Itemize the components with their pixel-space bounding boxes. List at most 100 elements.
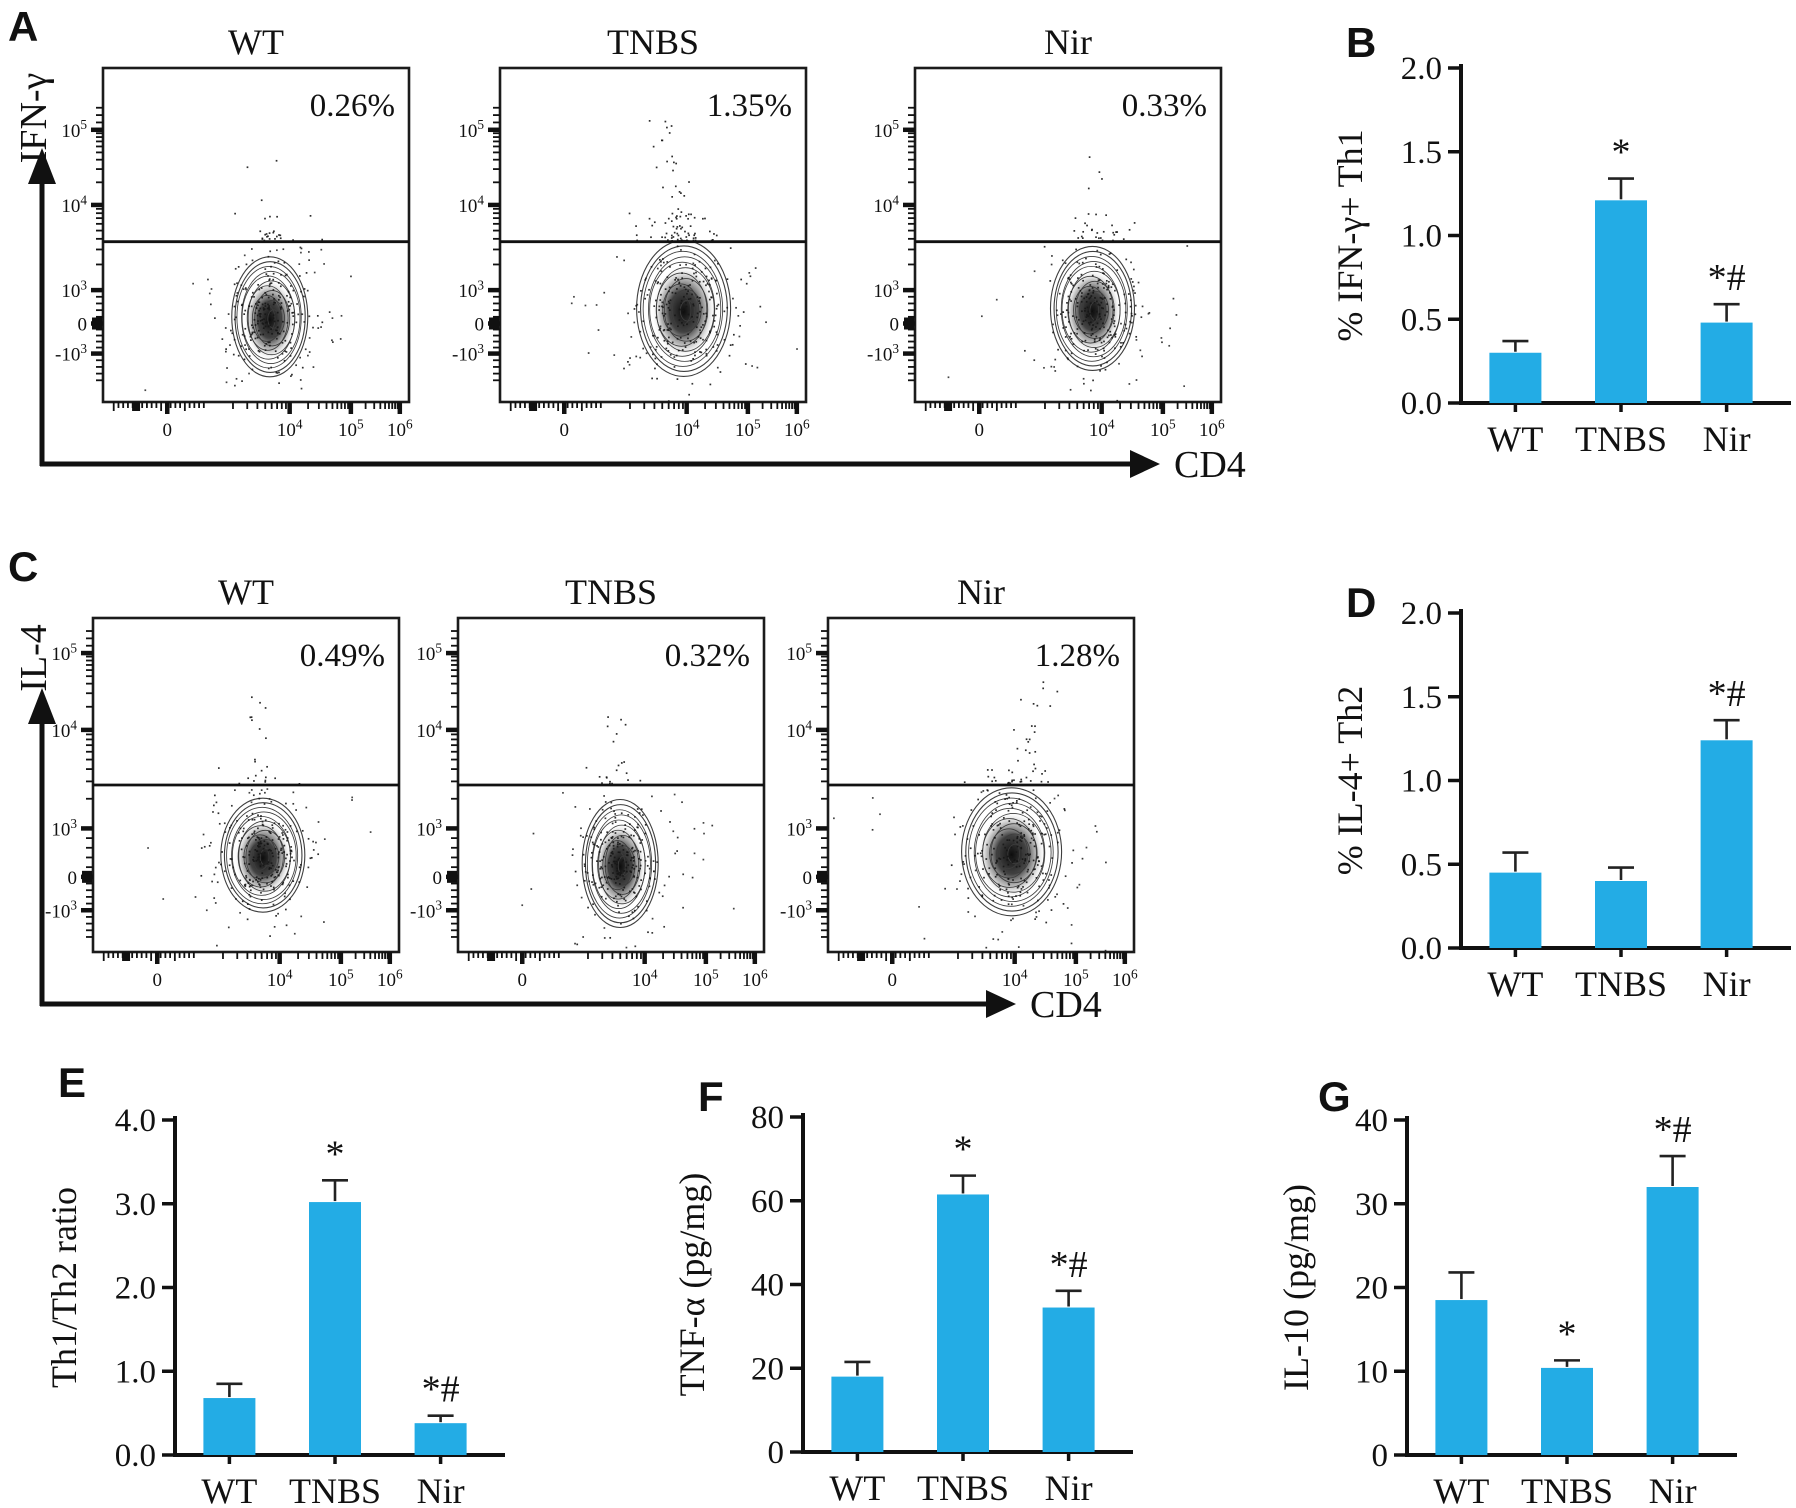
event-dot <box>250 339 252 341</box>
event-dot <box>291 323 294 326</box>
event-dot <box>610 864 613 866</box>
contour-ring <box>1055 256 1128 362</box>
event-dot <box>675 354 678 357</box>
event-dot <box>696 312 699 315</box>
y-axis-arrowhead <box>28 148 56 184</box>
flow-plot-container-wt: WT 105 104 103 0 -103 0 104 105 106 0.26% <box>45 22 415 445</box>
event-dot <box>692 237 695 240</box>
event-dot <box>612 740 615 743</box>
event-dot <box>732 297 734 300</box>
event-dot <box>1072 315 1074 317</box>
event-dot <box>277 260 280 263</box>
event-dot <box>796 348 798 350</box>
flow-plot-title: WT <box>218 578 274 612</box>
event-dot <box>658 309 661 311</box>
event-dot <box>1084 222 1086 225</box>
event-dot <box>610 852 613 854</box>
event-dot <box>307 837 310 840</box>
event-dot <box>1010 804 1013 807</box>
event-dot <box>1078 318 1080 321</box>
event-dot <box>617 841 619 844</box>
contour-ring <box>662 283 700 337</box>
event-dot <box>279 285 282 288</box>
event-dot <box>225 350 227 353</box>
event-dot <box>268 848 271 851</box>
event-dot <box>1067 277 1069 280</box>
event-dot <box>224 327 227 329</box>
event-dot <box>1023 820 1026 823</box>
event-dot <box>273 320 276 323</box>
event-dot <box>702 338 704 341</box>
y-tick-label: 104 <box>873 192 899 217</box>
event-dot <box>594 882 597 885</box>
event-dot <box>251 248 253 250</box>
event-dot <box>264 707 267 709</box>
event-dot <box>1099 327 1101 330</box>
event-dot <box>245 876 248 879</box>
event-dot <box>312 840 314 843</box>
event-dot <box>261 319 264 321</box>
event-dot <box>292 880 295 883</box>
sig-label-TNBS: * <box>954 1129 973 1171</box>
event-dot <box>642 814 644 816</box>
event-dot <box>660 270 663 273</box>
event-dot <box>207 278 209 281</box>
event-dot <box>279 234 282 237</box>
event-dot <box>320 326 322 328</box>
event-dot <box>301 986 303 988</box>
event-dot <box>994 779 997 782</box>
bar-TNBS <box>309 1202 361 1455</box>
event-dot <box>629 357 631 359</box>
event-dot <box>272 278 275 281</box>
event-dot <box>572 848 574 851</box>
x-tick-label: 106 <box>784 416 810 440</box>
event-dot <box>262 847 265 850</box>
event-dot <box>268 232 271 234</box>
event-dot <box>263 308 266 310</box>
event-dot <box>1134 313 1137 316</box>
event-dot <box>970 809 973 811</box>
contour-ring <box>1067 275 1114 344</box>
event-dot <box>253 830 256 833</box>
event-dot <box>596 860 598 862</box>
cell-population-contour <box>833 681 1107 951</box>
event-dot <box>633 909 636 912</box>
event-dot <box>1065 326 1067 329</box>
event-dot <box>715 279 717 282</box>
event-dot <box>251 368 254 371</box>
event-dot <box>1110 286 1113 288</box>
event-dot <box>1054 895 1057 898</box>
event-dot <box>248 836 250 839</box>
event-dot <box>1100 318 1102 321</box>
event-dot <box>678 191 681 193</box>
bar-chart-tnf-alpha: 0 20 40 60 80 TNF-α (pg/mg) WT * TNBS *# Nir <box>668 1042 1138 1508</box>
event-dot <box>994 801 997 803</box>
event-dot <box>602 884 605 887</box>
event-dot <box>992 899 995 902</box>
event-dot <box>562 791 564 794</box>
event-dot <box>234 789 236 792</box>
event-dot <box>259 230 262 233</box>
event-dot <box>214 866 217 869</box>
event-dot <box>726 278 729 281</box>
event-dot <box>1070 332 1072 335</box>
event-dot <box>246 815 248 817</box>
event-dot <box>627 960 629 962</box>
event-dot <box>614 882 617 884</box>
event-dot <box>1038 885 1040 888</box>
event-dot <box>666 329 669 331</box>
event-dot <box>599 867 602 870</box>
y-tick-label: 0.0 <box>1401 931 1442 967</box>
bar-TNBS <box>937 1194 989 1452</box>
event-dot <box>259 333 262 336</box>
event-dot <box>1058 292 1061 295</box>
event-dot <box>656 363 658 366</box>
event-dot <box>301 313 304 316</box>
y-tick-label: 10 <box>1355 1354 1388 1390</box>
event-dot <box>251 719 253 722</box>
event-dot <box>694 264 696 266</box>
event-dot <box>651 795 653 798</box>
x-tick-label: 104 <box>267 966 293 990</box>
event-dot <box>280 302 283 304</box>
event-dot <box>1090 295 1093 297</box>
